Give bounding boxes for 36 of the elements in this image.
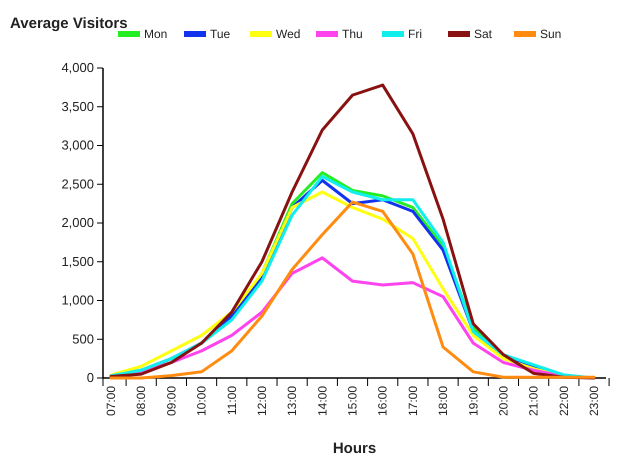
x-tick-label: 20:00 (496, 386, 510, 416)
legend-label: Sun (540, 27, 562, 41)
x-tick-label: 09:00 (164, 386, 178, 416)
legend-label: Fri (408, 27, 422, 41)
x-tick-label: 13:00 (285, 386, 300, 416)
x-tick-label: 15:00 (346, 386, 360, 416)
x-tick-label: 16:00 (376, 386, 390, 416)
y-tick-label: 0 (86, 370, 94, 385)
legend-label: Wed (276, 27, 300, 41)
x-tick-label: 23:00 (587, 386, 601, 416)
y-tick-label: 2,000 (61, 215, 94, 230)
x-tick-label: 17:00 (406, 386, 420, 416)
x-tick-label: 12:00 (254, 386, 269, 416)
x-tick-label: 07:00 (104, 386, 118, 416)
y-tick-label: 500 (72, 331, 94, 346)
legend-label: Mon (144, 27, 168, 41)
x-tick-label: 08:00 (134, 386, 148, 416)
line-series (110, 84, 596, 380)
x-tick-label: 11:00 (224, 386, 239, 416)
y-tick-label: 2,500 (61, 176, 94, 192)
x-tick-label: 19:00 (466, 386, 480, 416)
x-tick-label: 18:00 (436, 386, 450, 416)
y-tick-label: 3,000 (61, 138, 94, 152)
x-tick-label: 10:00 (194, 386, 209, 416)
x-axis-title: Hours (332, 440, 376, 457)
x-tick-label: 21:00 (526, 386, 541, 416)
legend-label: Tue (210, 27, 231, 41)
y-tick-label: 1,500 (61, 254, 94, 269)
legend-label: Sat (474, 27, 493, 41)
y-tick-label: 3,500 (61, 98, 94, 114)
legend-label: Thu (342, 27, 363, 41)
y-tick-label: 4,000 (61, 60, 94, 75)
x-tick-label: 22:00 (556, 386, 571, 416)
chart-title: Average Visitors (10, 15, 128, 32)
x-tick-label: 14:00 (315, 386, 330, 416)
y-tick-label: 1,000 (61, 292, 94, 308)
